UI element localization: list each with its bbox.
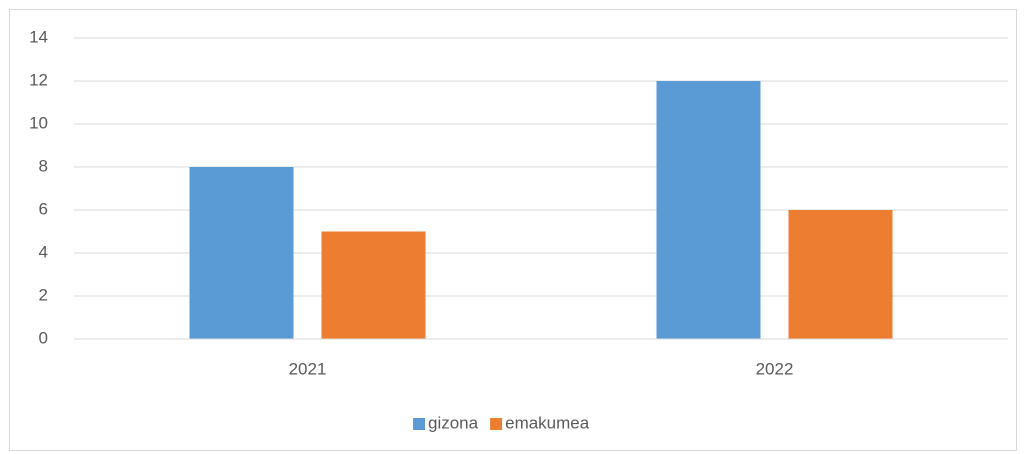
y-tick-label: 4 [39, 242, 48, 261]
x-tick-label: 2021 [289, 359, 327, 378]
bar [788, 210, 893, 339]
legend-label: emakumea [505, 413, 590, 432]
y-tick-label: 14 [29, 27, 48, 46]
y-tick-label: 6 [39, 199, 48, 218]
bar [656, 81, 761, 339]
legend-swatch [413, 418, 425, 430]
legend-swatch [490, 418, 503, 430]
bar [321, 231, 426, 339]
y-tick-label: 2 [39, 285, 48, 304]
x-tick-label: 2022 [756, 359, 794, 378]
y-tick-label: 0 [39, 328, 48, 347]
legend-label: gizona [428, 413, 479, 432]
y-tick-label: 12 [29, 70, 48, 89]
y-tick-label: 8 [39, 156, 48, 175]
y-tick-label: 10 [29, 113, 48, 132]
bar [189, 167, 294, 339]
